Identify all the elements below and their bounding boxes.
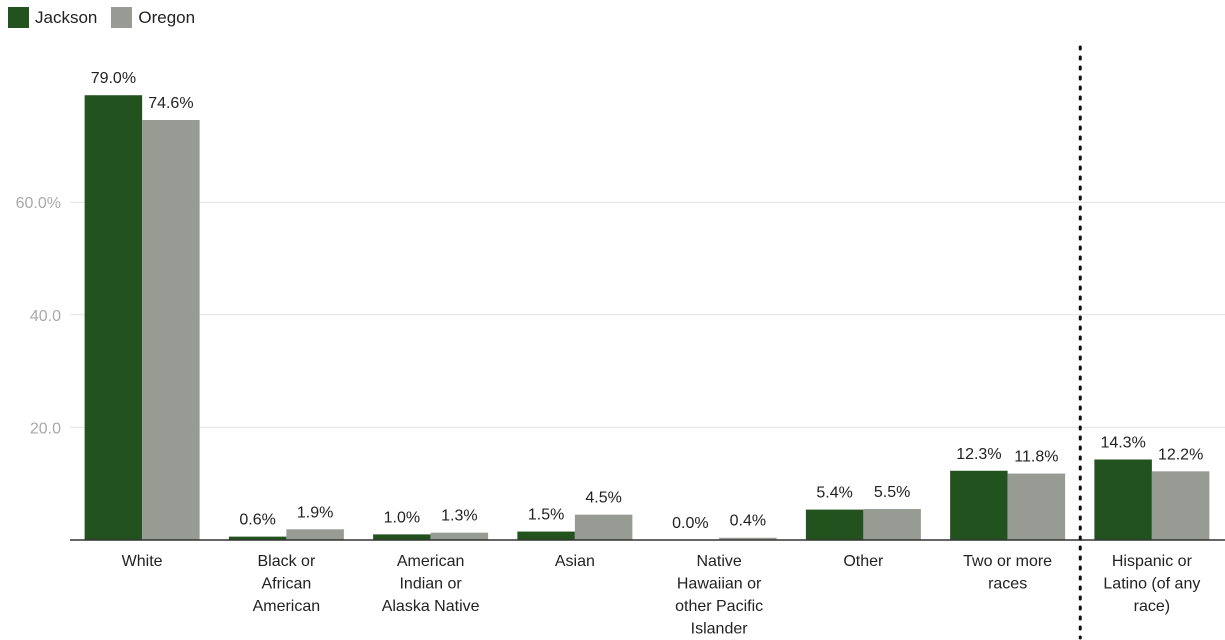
x-tick-label: Other — [843, 553, 884, 570]
x-tick-label: Black or African American — [253, 553, 321, 615]
bar-oregon — [1007, 473, 1066, 540]
y-tick-label: 60.0% — [16, 195, 61, 212]
data-label-oregon: 0.4% — [730, 513, 766, 530]
bar-jackson — [950, 470, 1008, 540]
y-tick-label: 20.0 — [30, 420, 61, 437]
bar-oregon — [574, 514, 633, 540]
bar-oregon — [430, 532, 489, 540]
data-label-oregon: 1.9% — [297, 504, 333, 521]
legend-label-jackson: Jackson — [35, 7, 98, 27]
bar-oregon — [863, 509, 921, 540]
data-label-jackson: 0.0% — [672, 515, 708, 532]
bar-jackson — [84, 95, 143, 540]
bar-oregon — [1151, 471, 1210, 540]
legend-item-jackson: Jackson — [8, 7, 97, 28]
data-label-jackson: 1.0% — [384, 509, 420, 526]
x-tick-label: Asian — [555, 553, 595, 570]
legend: Jackson Oregon — [8, 7, 195, 28]
data-label-oregon: 1.3% — [441, 508, 477, 525]
data-label-jackson: 12.3% — [956, 446, 1001, 463]
bar-jackson — [228, 536, 287, 540]
y-tick-label: 40.0 — [30, 308, 61, 325]
x-tick-label: White — [122, 553, 163, 570]
data-label-jackson: 79.0% — [91, 70, 136, 87]
data-label-oregon: 11.8% — [1014, 449, 1058, 466]
data-label-jackson: 14.3% — [1100, 434, 1145, 451]
legend-label-oregon: Oregon — [138, 7, 196, 27]
data-label-oregon: 5.5% — [874, 484, 910, 501]
data-label-jackson: 0.6% — [239, 512, 275, 529]
bar-jackson — [805, 509, 864, 540]
bar-oregon — [719, 537, 777, 540]
legend-swatch-oregon — [111, 7, 133, 28]
legend-item-oregon: Oregon — [111, 7, 195, 28]
x-tick-label: Native Hawaiian or other Pacific Islander — [675, 553, 763, 638]
data-label-oregon: 12.2% — [1158, 446, 1203, 463]
bar-jackson — [517, 531, 575, 540]
x-tick-label: American Indian or Alaska Native — [382, 553, 480, 615]
data-label-jackson: 1.5% — [528, 507, 564, 524]
data-label-oregon: 74.6% — [148, 95, 193, 112]
legend-swatch-jackson — [8, 7, 29, 28]
data-label-jackson: 5.4% — [816, 485, 852, 502]
data-label-oregon: 4.5% — [585, 490, 621, 507]
bar-oregon — [142, 120, 200, 540]
bar-jackson — [373, 534, 431, 540]
x-tick-label: Hispanic or Latino (of any race) — [1103, 553, 1200, 615]
bar-oregon — [286, 529, 344, 540]
bar-jackson — [1094, 459, 1152, 540]
x-tick-label: Two or more races — [963, 553, 1052, 593]
